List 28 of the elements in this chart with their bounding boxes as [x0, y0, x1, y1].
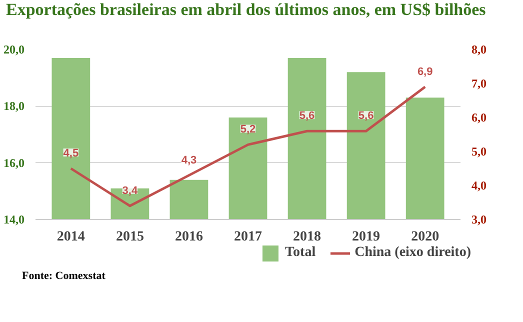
y2-tick-label: 4,0 [472, 178, 486, 192]
data-label: 5,6 [358, 110, 374, 122]
x-tick-label: 2016 [174, 230, 203, 244]
y2-tick-label: 7,0 [472, 76, 486, 90]
data-label: 4,5 [63, 148, 79, 160]
chart-title: Exportações brasileiras em abril dos últimos anos, em US$ bilhões [6, 0, 486, 19]
y-tick-label: 20,0 [4, 42, 24, 56]
x-tick-label: 2020 [411, 230, 440, 244]
y-tick-label: 18,0 [4, 99, 24, 114]
y2-tick-label: 6,0 [472, 110, 486, 124]
y2-tick-label: 5,0 [472, 144, 486, 158]
x-tick-label: 2018 [293, 230, 322, 244]
data-label: 3,4 [122, 184, 138, 197]
x-tick-label: 2017 [234, 230, 262, 244]
x-tick-label: 2015 [116, 230, 144, 244]
data-label: 4,3 [181, 154, 197, 166]
data-label: 5,6 [299, 110, 315, 122]
source-note: Fonte: Comexstat [22, 269, 106, 284]
legend-label: China (eixo direito) [354, 245, 471, 261]
data-label: 6,9 [417, 66, 433, 78]
y2-tick-label: 3,0 [472, 212, 486, 226]
data-label: 5,2 [240, 124, 256, 136]
legend-label: Total [284, 245, 316, 261]
y-tick-label: 14,0 [4, 212, 24, 226]
x-tick-label: 2019 [352, 230, 380, 244]
y-tick-label: 16,0 [4, 156, 24, 170]
x-tick-label: 2014 [56, 230, 85, 244]
y2-tick-label: 8,0 [472, 42, 486, 56]
